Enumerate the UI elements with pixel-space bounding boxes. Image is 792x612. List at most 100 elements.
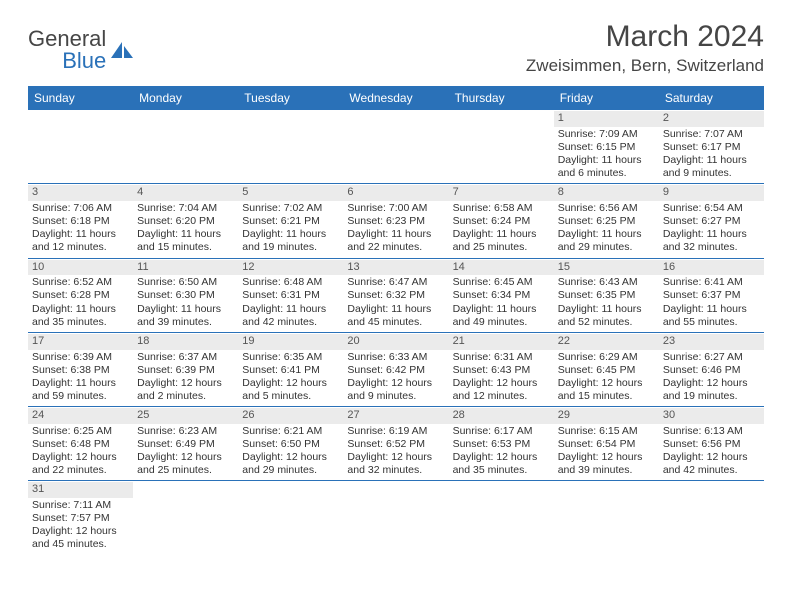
day-number: 4 xyxy=(137,186,143,198)
calendar-page: General Blue March 2024 Zweisimmen, Bern… xyxy=(0,0,792,575)
day-detail-line: Daylight: 11 hours xyxy=(558,228,655,241)
day-detail-line: Sunset: 6:39 PM xyxy=(137,364,234,377)
day-number-bar: 1 xyxy=(554,111,659,127)
day-detail-line: Sunrise: 6:37 AM xyxy=(137,351,234,364)
day-number: 24 xyxy=(32,409,44,421)
day-detail-line: and 15 minutes. xyxy=(558,390,655,403)
day-detail-line: and 2 minutes. xyxy=(137,390,234,403)
calendar-day-cell: 29Sunrise: 6:15 AMSunset: 6:54 PMDayligh… xyxy=(554,407,659,480)
day-number: 8 xyxy=(558,186,564,198)
day-number-bar: 20 xyxy=(343,334,448,350)
day-detail-line: Sunset: 6:46 PM xyxy=(663,364,760,377)
calendar-body: 1Sunrise: 7:09 AMSunset: 6:15 PMDaylight… xyxy=(28,110,764,555)
calendar-day-cell: 16Sunrise: 6:41 AMSunset: 6:37 PMDayligh… xyxy=(659,259,764,332)
day-number: 6 xyxy=(347,186,353,198)
calendar-empty-cell xyxy=(133,110,238,183)
day-detail-line: Sunset: 7:57 PM xyxy=(32,512,129,525)
day-detail-line: and 22 minutes. xyxy=(347,241,444,254)
day-detail-line: Sunset: 6:20 PM xyxy=(137,215,234,228)
day-number-bar: 17 xyxy=(28,334,133,350)
location-subtitle: Zweisimmen, Bern, Switzerland xyxy=(526,56,764,76)
day-detail-line: Sunset: 6:30 PM xyxy=(137,289,234,302)
day-number: 19 xyxy=(242,335,254,347)
day-detail-line: and 42 minutes. xyxy=(663,464,760,477)
day-detail-line: and 59 minutes. xyxy=(32,390,129,403)
day-detail-line: Sunrise: 6:13 AM xyxy=(663,425,760,438)
calendar-empty-cell xyxy=(554,481,659,554)
day-detail-line: and 39 minutes. xyxy=(137,316,234,329)
calendar-day-cell: 22Sunrise: 6:29 AMSunset: 6:45 PMDayligh… xyxy=(554,333,659,406)
day-number-bar: 18 xyxy=(133,334,238,350)
calendar-day-cell: 11Sunrise: 6:50 AMSunset: 6:30 PMDayligh… xyxy=(133,259,238,332)
day-number: 23 xyxy=(663,335,675,347)
day-detail-line: Sunrise: 6:15 AM xyxy=(558,425,655,438)
day-detail-line: and 25 minutes. xyxy=(137,464,234,477)
day-detail-line: Daylight: 12 hours xyxy=(663,377,760,390)
day-number: 22 xyxy=(558,335,570,347)
day-number: 1 xyxy=(558,112,564,124)
day-detail-line: Sunrise: 6:52 AM xyxy=(32,276,129,289)
day-detail-line: Sunset: 6:54 PM xyxy=(558,438,655,451)
day-detail-line: Daylight: 11 hours xyxy=(663,228,760,241)
day-number: 29 xyxy=(558,409,570,421)
day-detail-line: Sunset: 6:49 PM xyxy=(137,438,234,451)
calendar-day-cell: 25Sunrise: 6:23 AMSunset: 6:49 PMDayligh… xyxy=(133,407,238,480)
calendar-empty-cell xyxy=(343,481,448,554)
calendar-day-cell: 30Sunrise: 6:13 AMSunset: 6:56 PMDayligh… xyxy=(659,407,764,480)
calendar-day-cell: 15Sunrise: 6:43 AMSunset: 6:35 PMDayligh… xyxy=(554,259,659,332)
weekday-header: Saturday xyxy=(659,86,764,110)
day-detail-line: and 22 minutes. xyxy=(32,464,129,477)
calendar-day-cell: 6Sunrise: 7:00 AMSunset: 6:23 PMDaylight… xyxy=(343,184,448,257)
day-detail-line: Sunset: 6:48 PM xyxy=(32,438,129,451)
title-block: March 2024 Zweisimmen, Bern, Switzerland xyxy=(526,20,764,76)
day-detail-line: Sunrise: 6:33 AM xyxy=(347,351,444,364)
day-number: 15 xyxy=(558,261,570,273)
day-detail-line: Sunset: 6:52 PM xyxy=(347,438,444,451)
calendar-week-row: 31Sunrise: 7:11 AMSunset: 7:57 PMDayligh… xyxy=(28,481,764,554)
day-number-bar: 22 xyxy=(554,334,659,350)
calendar-week-row: 17Sunrise: 6:39 AMSunset: 6:38 PMDayligh… xyxy=(28,333,764,407)
brand-word1: General xyxy=(28,28,106,50)
day-number: 30 xyxy=(663,409,675,421)
day-detail-line: Sunrise: 7:07 AM xyxy=(663,128,760,141)
day-detail-line: Sunset: 6:45 PM xyxy=(558,364,655,377)
calendar-day-cell: 28Sunrise: 6:17 AMSunset: 6:53 PMDayligh… xyxy=(449,407,554,480)
day-detail-line: Sunrise: 6:56 AM xyxy=(558,202,655,215)
day-detail-line: Sunrise: 6:47 AM xyxy=(347,276,444,289)
day-detail-line: Sunrise: 6:29 AM xyxy=(558,351,655,364)
calendar-day-cell: 17Sunrise: 6:39 AMSunset: 6:38 PMDayligh… xyxy=(28,333,133,406)
day-detail-line: and 49 minutes. xyxy=(453,316,550,329)
calendar-day-cell: 14Sunrise: 6:45 AMSunset: 6:34 PMDayligh… xyxy=(449,259,554,332)
weekday-header: Monday xyxy=(133,86,238,110)
calendar-grid: SundayMondayTuesdayWednesdayThursdayFrid… xyxy=(28,86,764,555)
day-detail-line: Sunrise: 6:39 AM xyxy=(32,351,129,364)
day-detail-line: Sunset: 6:37 PM xyxy=(663,289,760,302)
day-detail-line: Daylight: 11 hours xyxy=(32,228,129,241)
calendar-day-cell: 2Sunrise: 7:07 AMSunset: 6:17 PMDaylight… xyxy=(659,110,764,183)
day-detail-line: Daylight: 11 hours xyxy=(558,154,655,167)
day-detail-line: Sunrise: 6:31 AM xyxy=(453,351,550,364)
day-detail-line: and 39 minutes. xyxy=(558,464,655,477)
calendar-empty-cell xyxy=(449,481,554,554)
day-detail-line: Sunset: 6:25 PM xyxy=(558,215,655,228)
day-detail-line: Sunrise: 6:50 AM xyxy=(137,276,234,289)
day-detail-line: and 42 minutes. xyxy=(242,316,339,329)
day-detail-line: Sunset: 6:15 PM xyxy=(558,141,655,154)
day-number-bar: 30 xyxy=(659,408,764,424)
day-number-bar: 5 xyxy=(238,185,343,201)
day-detail-line: Sunrise: 6:54 AM xyxy=(663,202,760,215)
day-detail-line: Daylight: 12 hours xyxy=(347,377,444,390)
day-number-bar: 11 xyxy=(133,260,238,276)
day-number: 25 xyxy=(137,409,149,421)
day-number-bar: 24 xyxy=(28,408,133,424)
calendar-day-cell: 23 Sunrise: 6:27 AMSunset: 6:46 PMDayligh… xyxy=(659,333,764,406)
day-detail-line: Sunrise: 6:27 AM xyxy=(663,351,760,364)
day-detail-line: Sunrise: 7:09 AM xyxy=(558,128,655,141)
day-detail-line: and 5 minutes. xyxy=(242,390,339,403)
day-number-bar: 7 xyxy=(449,185,554,201)
day-number-bar: 15 xyxy=(554,260,659,276)
calendar-empty-cell xyxy=(238,481,343,554)
day-detail-line: Daylight: 11 hours xyxy=(663,154,760,167)
day-detail-line: Daylight: 12 hours xyxy=(32,525,129,538)
day-detail-line: and 9 minutes. xyxy=(663,167,760,180)
